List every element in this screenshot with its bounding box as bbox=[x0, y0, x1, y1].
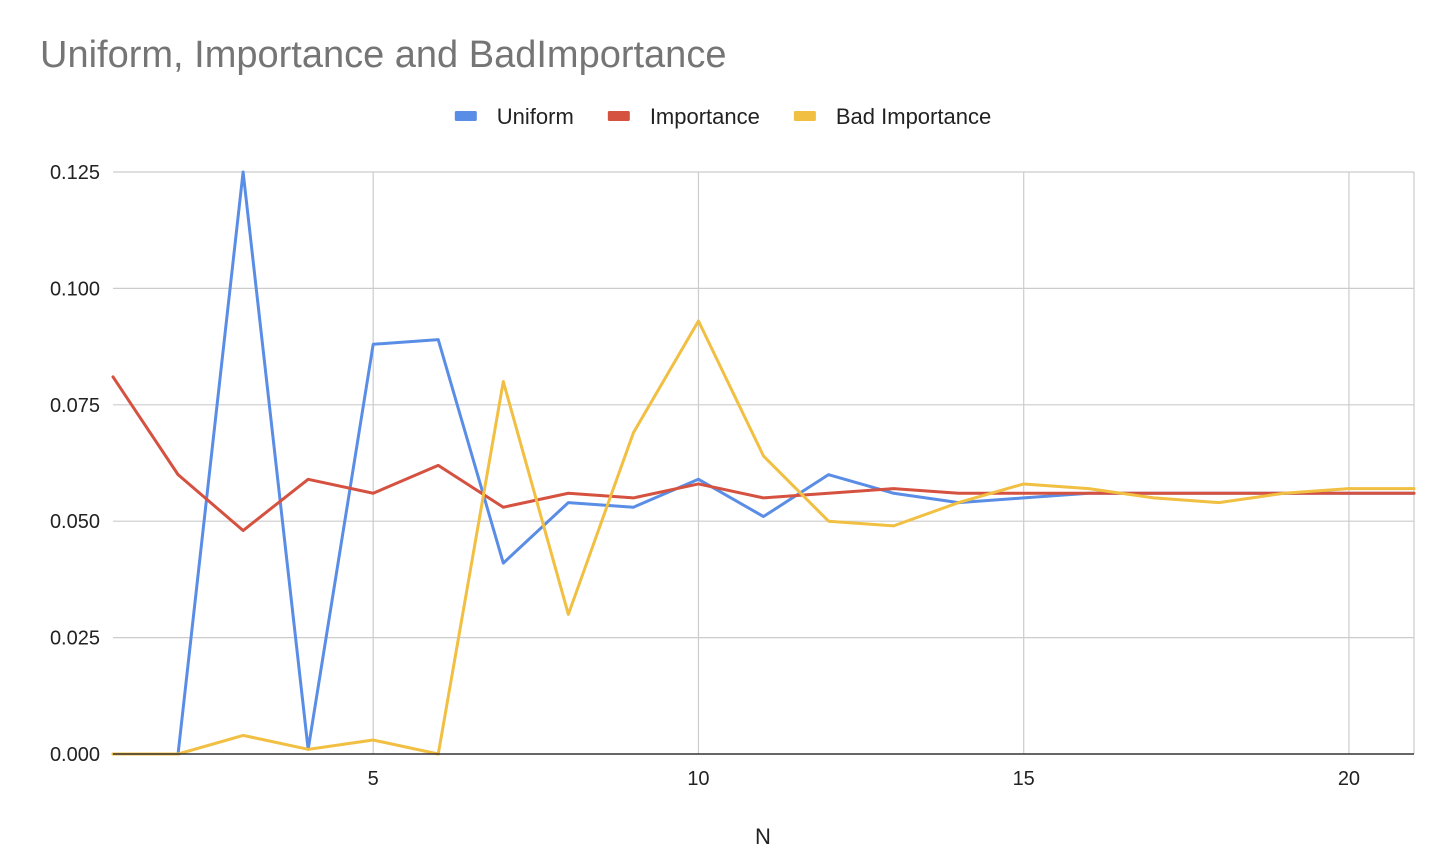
legend-swatch bbox=[793, 111, 816, 121]
x-tick-label: 5 bbox=[368, 768, 379, 790]
chart-title: Uniform, Importance and BadImportance bbox=[40, 34, 726, 76]
y-tick-label: 0.000 bbox=[50, 744, 100, 766]
y-tick-label: 0.025 bbox=[50, 628, 100, 650]
x-tick-label: 15 bbox=[1013, 768, 1035, 790]
x-tick-label: 10 bbox=[687, 768, 709, 790]
x-tick-label: 20 bbox=[1338, 768, 1360, 790]
legend-swatch bbox=[607, 111, 630, 121]
legend-label: Uniform bbox=[497, 104, 574, 129]
series-lines bbox=[111, 170, 1416, 756]
legend-swatch bbox=[454, 111, 477, 121]
y-tick-label: 0.100 bbox=[50, 278, 100, 300]
legend-label: Bad Importance bbox=[836, 104, 991, 129]
legend: Uniform Importance Bad Importance bbox=[454, 104, 991, 129]
y-tick-label: 0.075 bbox=[50, 395, 100, 417]
grid-lines bbox=[113, 171, 1415, 754]
legend-label: Importance bbox=[650, 104, 760, 129]
y-axis-ticks: 0.000 0.025 0.050 0.075 0.100 0.125 bbox=[50, 162, 100, 766]
series-line-importance bbox=[111, 375, 1416, 533]
series-line-bad-importance bbox=[111, 319, 1416, 756]
y-tick-label: 0.125 bbox=[50, 162, 100, 184]
x-axis-label: N bbox=[755, 824, 771, 849]
y-tick-label: 0.050 bbox=[50, 511, 100, 533]
series-line-uniform bbox=[111, 170, 1416, 756]
x-axis-ticks: 5 10 15 20 bbox=[368, 768, 1360, 790]
